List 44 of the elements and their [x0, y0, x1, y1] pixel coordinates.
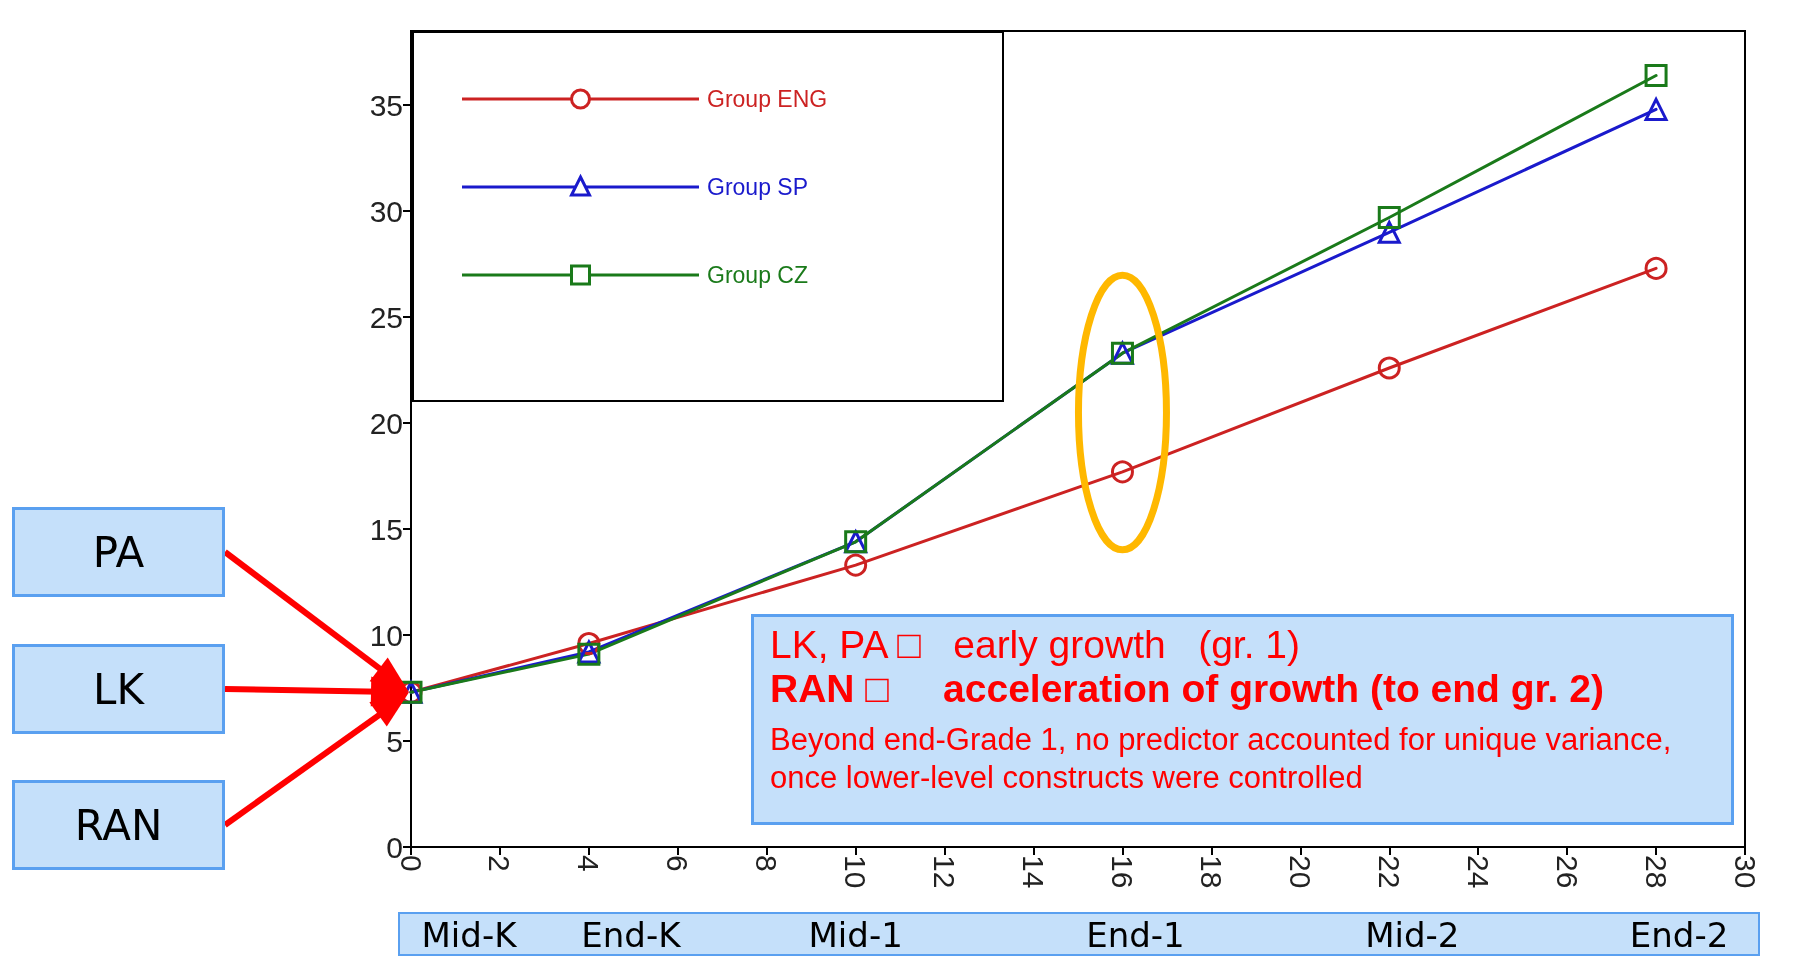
x-tick-label: 12 [928, 855, 962, 889]
point [1377, 206, 1401, 230]
x-tick-label: 18 [1194, 855, 1228, 889]
y-tick-label: 5 [386, 724, 403, 758]
text: End-1 [1086, 914, 1185, 956]
text: End-K [581, 914, 681, 956]
text: Mid-1 [808, 914, 903, 956]
point [1644, 97, 1668, 121]
text: PA [12, 507, 225, 597]
y-tick-label: 35 [369, 88, 403, 122]
annotation: LK, PA □ early growth (gr. 1) [770, 623, 1302, 667]
x-tick-label: 28 [1639, 855, 1673, 889]
x-tick-label: 16 [1105, 855, 1139, 889]
x-tick-label: 30 [1728, 855, 1762, 889]
y-tick-label: 25 [369, 300, 403, 334]
text: Group ENG [707, 85, 828, 113]
point [1110, 460, 1134, 484]
point [1644, 64, 1668, 88]
x-tick-label: 22 [1372, 855, 1406, 889]
x-tick-label: 24 [1461, 855, 1495, 889]
text: LK [12, 644, 225, 734]
x-tick-label: 4 [572, 855, 606, 872]
text: Group SP [707, 173, 808, 201]
y-tick-label: 10 [369, 618, 403, 652]
annotation: Beyond end-Grade 1, no predictor accounted for unique variance, once lower-level constructs were controlled [770, 721, 1673, 797]
text: Mid-2 [1365, 914, 1460, 956]
x-tick-label: 2 [483, 855, 517, 872]
text: Mid-K [421, 914, 517, 956]
x-tick-label: 14 [1017, 855, 1051, 889]
x-tick-label: 26 [1550, 855, 1584, 889]
annotation: RAN □ acceleration of growth (to end gr. 2) [770, 667, 1605, 711]
x-tick-label: 10 [839, 855, 873, 889]
y-tick-label: 30 [369, 194, 403, 228]
point [844, 553, 868, 577]
x-tick-label: 8 [750, 855, 784, 872]
text: Group CZ [707, 261, 808, 289]
point [1377, 356, 1401, 380]
text: RAN [12, 780, 225, 870]
y-tick-label: 15 [369, 512, 403, 546]
y-tick-label: 20 [369, 406, 403, 440]
x-tick-label: 6 [661, 855, 695, 872]
x-tick-label: 20 [1283, 855, 1317, 889]
point [1644, 256, 1668, 280]
text: End-2 [1629, 914, 1729, 956]
